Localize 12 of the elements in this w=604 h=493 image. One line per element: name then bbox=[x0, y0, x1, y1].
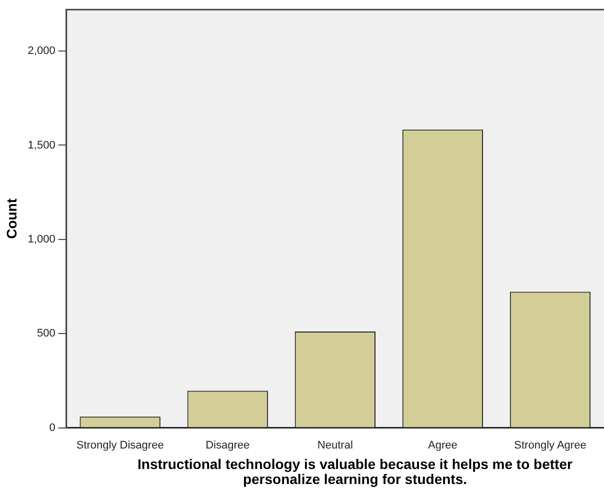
y-tick-label: 500 bbox=[36, 328, 56, 340]
y-tick-label: 1,500 bbox=[28, 139, 56, 152]
x-tick-label: Neutral bbox=[317, 439, 353, 452]
y-axis-title: Count bbox=[3, 198, 20, 239]
y-tick-label: 1,000 bbox=[28, 233, 56, 246]
x-axis-title: Instructional technology is valuable because it helps me to better personalize learning for students. bbox=[136, 456, 574, 487]
x-tick-label: Disagree bbox=[206, 439, 250, 452]
x-tick-label: Agree bbox=[428, 439, 458, 452]
x-tick-label: Strongly Agree bbox=[514, 439, 586, 452]
y-tick-label: 0 bbox=[49, 422, 56, 434]
y-tick-label: 2,000 bbox=[28, 45, 56, 58]
x-tick-label: Strongly Disagree bbox=[76, 439, 164, 452]
